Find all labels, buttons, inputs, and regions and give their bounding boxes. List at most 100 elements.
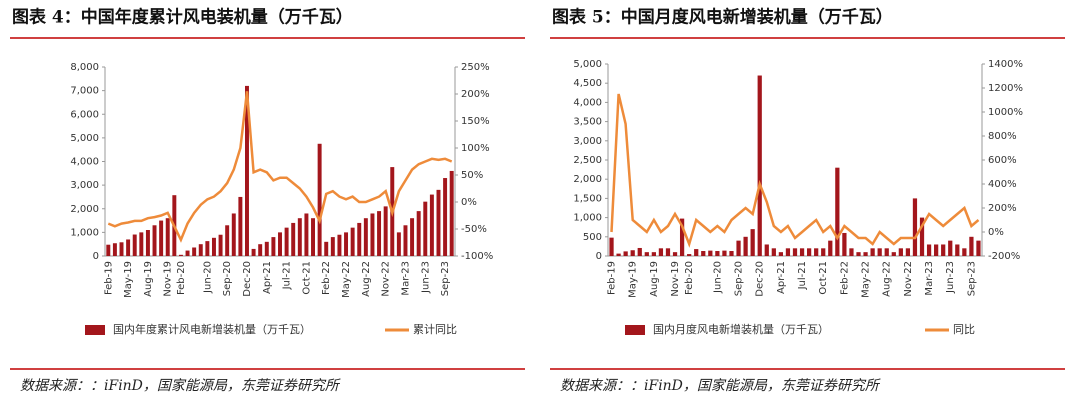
bar xyxy=(139,232,144,256)
bar xyxy=(284,227,289,256)
y2-tick-label: 250% xyxy=(461,62,490,73)
bar xyxy=(152,225,157,256)
y2-tick-label: 400% xyxy=(988,179,1017,190)
bar xyxy=(665,248,671,256)
bar xyxy=(609,237,614,256)
bar xyxy=(849,248,854,256)
bar xyxy=(218,234,223,256)
x-tick-label: Feb-20 xyxy=(684,261,695,295)
bar xyxy=(225,225,230,256)
y-tick-label: 6,000 xyxy=(70,109,99,120)
x-tick-label: Sep-23 xyxy=(966,261,977,296)
x-tick-label: Nov-22 xyxy=(903,261,914,297)
bar xyxy=(799,248,805,256)
bar xyxy=(651,252,656,256)
x-tick-label: Mar-23 xyxy=(400,261,411,296)
y2-tick-label: -200% xyxy=(988,251,1020,262)
bar xyxy=(806,248,812,256)
y-tick-label: 3,000 xyxy=(573,136,602,147)
bar xyxy=(736,240,741,256)
legend-label: 累计同比 xyxy=(413,323,457,336)
bar xyxy=(757,75,762,257)
bar xyxy=(743,236,748,256)
bar xyxy=(132,234,137,256)
bar xyxy=(884,248,889,256)
x-tick-label: Sep-20 xyxy=(734,261,745,296)
y-tick-label: 2,500 xyxy=(573,155,602,166)
bar xyxy=(192,247,197,256)
bar xyxy=(644,252,649,256)
bar xyxy=(722,250,727,256)
bar xyxy=(297,218,302,256)
x-tick-label: Jun-23 xyxy=(420,261,431,294)
bar xyxy=(416,211,421,256)
x-tick-label: Apr-21 xyxy=(776,261,787,294)
bar xyxy=(976,240,981,256)
y-tick-label: 2,000 xyxy=(573,174,602,185)
bar xyxy=(708,250,713,256)
y2-tick-label: 50% xyxy=(461,170,483,181)
bar xyxy=(962,248,967,256)
bar xyxy=(198,244,203,256)
x-tick-label: Jul-21 xyxy=(797,261,808,290)
bar xyxy=(363,218,368,256)
bar xyxy=(410,218,415,256)
y-tick-label: 0 xyxy=(596,251,602,262)
bar xyxy=(211,237,216,256)
y-tick-label: 1,000 xyxy=(70,227,99,238)
bar xyxy=(165,218,170,256)
line-series xyxy=(610,93,980,248)
y2-tick-label: 200% xyxy=(461,89,490,100)
x-tick-label: Nov-19 xyxy=(670,261,681,297)
y2-tick-label: 0% xyxy=(988,227,1004,238)
x-tick-label: Feb-20 xyxy=(176,261,187,295)
bar xyxy=(637,247,642,256)
bar xyxy=(159,220,164,256)
x-tick-label: Oct-21 xyxy=(301,261,312,295)
x-tick-label: Sep-20 xyxy=(222,261,233,296)
bar xyxy=(694,249,699,256)
x-tick-label: May-19 xyxy=(628,261,639,298)
y2-tick-label: 0% xyxy=(461,197,477,208)
y2-tick-label: 1000% xyxy=(988,107,1023,118)
bar xyxy=(350,227,355,256)
x-tick-label: Mar-23 xyxy=(924,261,935,296)
x-tick-label: May-19 xyxy=(123,261,134,298)
bar xyxy=(304,213,309,256)
y-tick-label: 2,000 xyxy=(70,204,99,215)
y-tick-label: 4,500 xyxy=(573,78,602,89)
legend-swatch xyxy=(625,325,645,335)
bar xyxy=(311,218,315,256)
y-tick-label: 3,000 xyxy=(70,180,99,191)
bar xyxy=(178,254,183,256)
legend-swatch xyxy=(85,325,105,335)
x-tick-label: Oct-21 xyxy=(818,261,829,295)
bar xyxy=(291,222,296,256)
y2-tick-label: 600% xyxy=(988,155,1017,166)
bar xyxy=(701,251,706,256)
bar xyxy=(821,248,826,256)
x-tick-label: Jul-21 xyxy=(282,261,293,290)
source: 数据来源：：iFinD，国家能源局，东莞证券研究所 xyxy=(560,378,881,394)
x-tick-label: Feb-19 xyxy=(607,261,618,295)
bar xyxy=(126,239,131,256)
x-tick-label: Aug-22 xyxy=(361,261,372,297)
y-tick-label: 5,000 xyxy=(70,133,99,144)
y-tick-label: 8,000 xyxy=(70,62,99,73)
bar xyxy=(258,244,263,256)
bar xyxy=(324,241,329,256)
y2-tick-label: 200% xyxy=(988,203,1017,214)
bar xyxy=(679,218,685,256)
bar xyxy=(969,236,974,256)
bar xyxy=(835,167,840,256)
bar xyxy=(792,248,798,256)
bar xyxy=(238,196,243,256)
y-tick-label: 7,000 xyxy=(70,86,99,97)
bar xyxy=(377,211,382,256)
x-tick-label: Aug-19 xyxy=(649,261,660,297)
bar xyxy=(231,213,236,256)
bar xyxy=(687,254,692,256)
bar xyxy=(396,232,401,256)
bar xyxy=(891,252,896,256)
y-tick-label: 3,500 xyxy=(573,117,602,128)
